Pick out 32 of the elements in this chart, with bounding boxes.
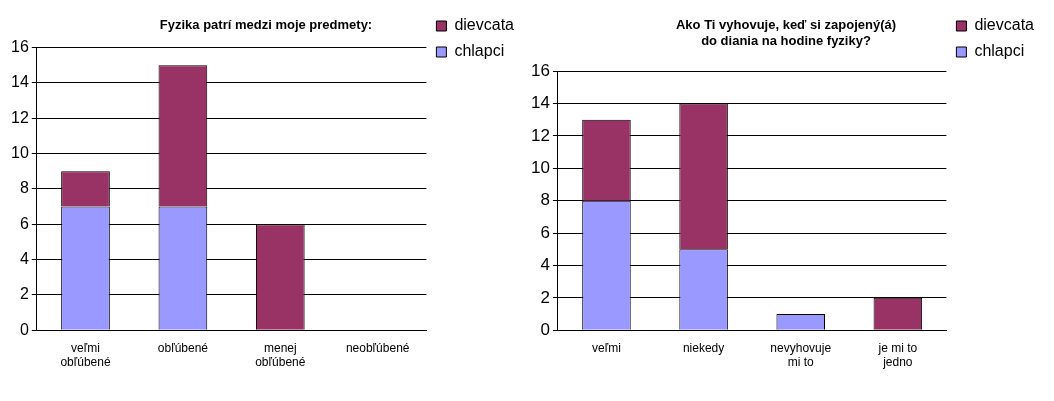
chart-title: Ako Ti vyhovuje, keď si zapojený(á) do diania na hodine fyziky? xyxy=(675,17,897,48)
x-tick-label: veľmi obľúbené xyxy=(60,340,111,370)
legend-label: dievcata xyxy=(974,16,1035,34)
x-tick-label: veľmi xyxy=(592,340,621,355)
y-tick-label: 4 xyxy=(540,255,550,275)
y-tick-label: 6 xyxy=(540,222,550,242)
y-tick-label: 10 xyxy=(530,158,550,178)
legend-label: chlapci xyxy=(454,42,505,60)
y-tick-label: 2 xyxy=(540,287,550,307)
y-tick-label: 14 xyxy=(11,73,29,91)
y-tick-label: 2 xyxy=(19,285,29,303)
legend-label: dievcata xyxy=(454,16,515,34)
y-tick-label: 12 xyxy=(11,108,29,126)
y-tick-label: 16 xyxy=(11,38,29,56)
y-tick-label: 14 xyxy=(530,93,550,113)
x-tick-label: je mi to jedno xyxy=(877,340,918,370)
x-tick-label: niekedy xyxy=(682,340,725,355)
y-tick-label: 4 xyxy=(19,249,29,267)
y-tick-label: 8 xyxy=(19,179,29,197)
x-tick-label: nevyhovuje mi to xyxy=(770,340,832,370)
x-tick-label: obľúbené xyxy=(157,340,209,355)
y-tick-label: 10 xyxy=(11,143,29,161)
legend-label: chlapci xyxy=(974,42,1025,60)
y-tick-label: 12 xyxy=(530,125,550,145)
x-tick-label: menej obľúbené xyxy=(255,340,306,370)
x-tick-label: neobľúbené xyxy=(345,340,410,355)
y-tick-label: 16 xyxy=(530,60,550,80)
y-tick-label: 8 xyxy=(540,190,550,210)
y-tick-label: 0 xyxy=(19,320,29,338)
chart-title: Fyzika patrí medzi moje predmety: xyxy=(159,17,373,33)
y-tick-label: 6 xyxy=(19,214,29,232)
y-tick-label: 0 xyxy=(540,319,550,339)
